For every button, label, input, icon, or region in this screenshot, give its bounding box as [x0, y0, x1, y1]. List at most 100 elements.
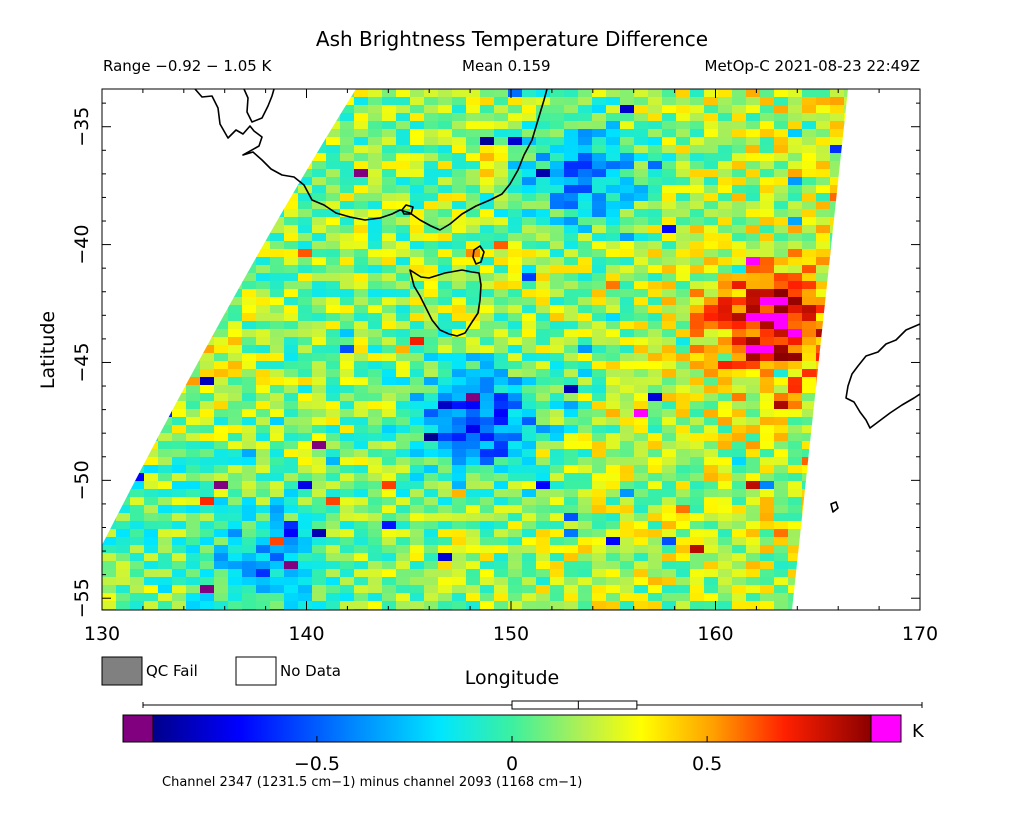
heatmap-cell — [648, 281, 663, 290]
heatmap-cell — [620, 113, 635, 122]
heatmap-cell — [536, 441, 551, 450]
heatmap-cell — [298, 105, 313, 114]
heatmap-cell — [578, 481, 593, 490]
box-whisker — [142, 700, 923, 710]
heatmap-cell — [592, 329, 607, 338]
heatmap-cell — [158, 497, 173, 506]
heatmap-cell — [326, 97, 341, 106]
heatmap-cell — [844, 433, 848, 442]
heatmap-cell — [914, 585, 929, 594]
heatmap-cell — [802, 513, 817, 522]
heatmap-cell — [312, 321, 327, 330]
heatmap-cell — [536, 417, 551, 426]
heatmap-cell — [522, 441, 537, 450]
heatmap-cell — [410, 409, 425, 418]
heatmap-cell — [816, 553, 831, 562]
heatmap-cell — [452, 513, 467, 522]
heatmap-cell — [760, 241, 775, 250]
heatmap-cell — [312, 233, 327, 242]
heatmap-cell — [480, 321, 495, 330]
heatmap-cell — [494, 529, 509, 538]
heatmap-cell — [326, 249, 341, 258]
heatmap-cell — [704, 249, 719, 258]
heatmap-cell — [480, 105, 495, 114]
heatmap-cell — [536, 177, 551, 186]
heatmap-cell — [186, 153, 201, 162]
heatmap-cell — [872, 281, 887, 290]
heatmap-cell — [704, 161, 719, 170]
heatmap-cell — [690, 129, 705, 138]
heatmap-cell — [676, 137, 691, 146]
heatmap-cell — [172, 169, 187, 178]
heatmap-cell — [732, 513, 747, 522]
heatmap-cell — [606, 441, 621, 450]
heatmap-cell — [326, 369, 341, 378]
heatmap-cell — [676, 545, 691, 554]
heatmap-cell — [326, 265, 341, 274]
heatmap-cell — [200, 417, 215, 426]
heatmap-cell — [564, 361, 579, 370]
heatmap-cell — [844, 233, 848, 242]
heatmap-cell — [732, 201, 747, 210]
heatmap-cell — [564, 601, 579, 610]
heatmap-cell — [816, 209, 831, 218]
heatmap-cell — [676, 209, 691, 218]
heatmap-cell — [886, 297, 901, 306]
heatmap-cell — [410, 121, 425, 130]
heatmap-cell — [620, 569, 635, 578]
heatmap-cell — [312, 161, 327, 170]
heatmap-cell — [872, 433, 887, 442]
heatmap-cell — [424, 601, 439, 610]
heatmap-cell — [396, 449, 411, 458]
heatmap-cell — [158, 289, 173, 298]
x-tick-label: 150 — [493, 623, 529, 645]
heatmap-cell — [494, 97, 509, 106]
heatmap-cell — [158, 489, 173, 498]
heatmap-cell — [396, 417, 411, 426]
heatmap-cell — [704, 201, 719, 210]
heatmap-cell — [774, 537, 789, 546]
heatmap-cell — [382, 297, 397, 306]
heatmap-cell — [438, 513, 453, 522]
heatmap-cell — [844, 561, 848, 570]
heatmap-cell — [242, 465, 257, 474]
heatmap-cell — [102, 409, 117, 418]
heatmap-cell — [130, 561, 145, 570]
heatmap-cell — [536, 385, 551, 394]
heatmap-cell — [382, 361, 397, 370]
heatmap-cell — [494, 505, 509, 514]
heatmap-cell — [858, 121, 873, 130]
heatmap-cell — [438, 393, 453, 402]
heatmap-cell — [900, 105, 915, 114]
heatmap-cell — [158, 113, 173, 122]
heatmap-cell — [676, 145, 691, 154]
heatmap-cell — [774, 449, 789, 458]
heatmap-cell — [648, 177, 663, 186]
heatmap-cell — [816, 425, 831, 434]
heatmap-cell — [718, 393, 733, 402]
heatmap-cell — [550, 361, 565, 370]
heatmap-cell — [354, 273, 369, 282]
heatmap-cell — [298, 497, 313, 506]
heatmap-cell — [564, 569, 579, 578]
heatmap-cell — [718, 161, 733, 170]
heatmap-cell — [214, 537, 229, 546]
heatmap-cell — [872, 161, 887, 170]
heatmap-cell — [480, 569, 495, 578]
heatmap-cell — [662, 449, 677, 458]
heatmap-cell — [774, 345, 789, 354]
heatmap-cell — [872, 337, 887, 346]
colorbar-tick-label: −0.5 — [294, 753, 340, 775]
heatmap-cell — [256, 241, 271, 250]
heatmap-cell — [200, 121, 215, 130]
heatmap-cell — [536, 585, 551, 594]
heatmap-cell — [788, 545, 803, 554]
heatmap-cell — [382, 121, 397, 130]
heatmap-cell — [676, 529, 691, 538]
heatmap-cell — [284, 417, 299, 426]
heatmap-cell — [354, 233, 369, 242]
heatmap-cell — [242, 569, 257, 578]
heatmap-cell — [872, 409, 887, 418]
heatmap-cell — [704, 113, 719, 122]
